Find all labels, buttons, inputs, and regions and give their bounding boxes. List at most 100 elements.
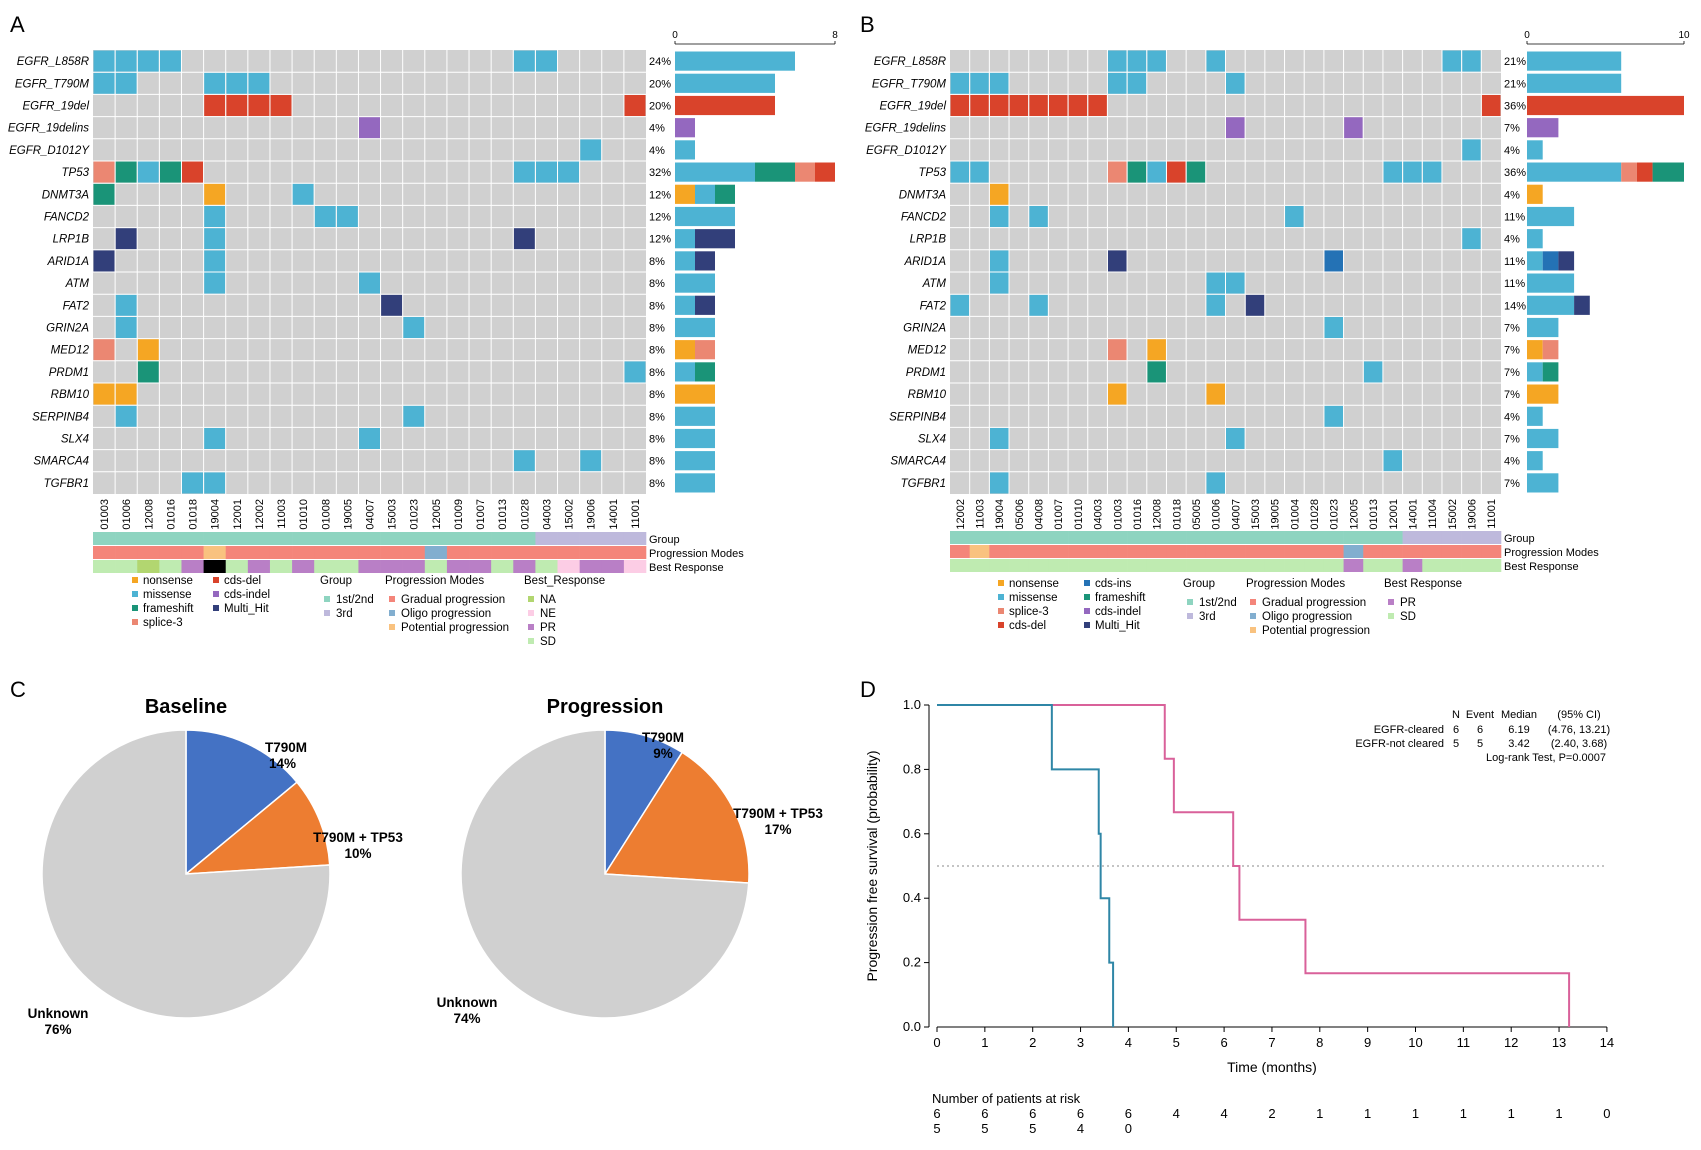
progression-track-cell — [93, 546, 116, 559]
mutation-cell — [226, 94, 248, 117]
risk-count-cleared: 1 — [1412, 1106, 1419, 1121]
gene-label: LRP1B — [53, 234, 90, 246]
mutation-cell — [248, 94, 270, 117]
response-track-cell — [1028, 559, 1049, 572]
progression-track-cell — [601, 546, 625, 559]
mutation-cell — [1029, 94, 1048, 117]
group-track-cell — [1481, 531, 1502, 544]
group-track-cell — [314, 532, 337, 545]
pie-slice-label: T790M + TP53 — [733, 806, 823, 821]
mutation-cell — [1462, 139, 1481, 161]
mutation-cell — [989, 94, 1009, 117]
gene-percent: 8% — [649, 411, 665, 423]
stats-header: N — [1452, 709, 1460, 721]
legend-label: nonsense — [1009, 578, 1059, 590]
x-tick-label: 14 — [1600, 1035, 1614, 1050]
frequency-bar-segment — [1527, 118, 1559, 138]
gene-label: SLX4 — [61, 434, 89, 446]
gene-percent: 12% — [649, 234, 671, 246]
response-track-cell — [1205, 559, 1226, 572]
sample-id: 19006 — [586, 499, 598, 530]
legend-swatch — [998, 622, 1004, 628]
sample-id: 01028 — [519, 499, 531, 530]
sample-id: 11003 — [975, 499, 987, 529]
legend-swatch — [1084, 580, 1090, 586]
sample-id: 01010 — [298, 499, 310, 530]
progression-track-cell — [1461, 545, 1482, 558]
risk-count-cleared: 4 — [1220, 1106, 1227, 1121]
risk-count-notcleared: 4 — [1077, 1121, 1084, 1136]
risk-count-cleared: 1 — [1460, 1106, 1467, 1121]
x-tick-label: 10 — [1408, 1035, 1422, 1050]
legend-swatch — [389, 596, 395, 602]
gene-percent: 36% — [1504, 101, 1526, 113]
group-track-cell — [1166, 531, 1187, 544]
frequency-bar-segment — [1527, 428, 1559, 449]
frequency-bar-segment — [1527, 317, 1559, 338]
legend-swatch — [1250, 599, 1256, 605]
response-track-cell — [1363, 559, 1384, 572]
response-track-cell — [950, 559, 970, 572]
frequency-bar-segment — [1542, 340, 1559, 360]
legend-swatch — [213, 605, 219, 611]
mutation-cell — [1383, 161, 1403, 183]
sample-id: 01003 — [1112, 499, 1124, 530]
gene-percent: 7% — [1504, 323, 1520, 335]
gene-percent: 8% — [649, 456, 665, 468]
sample-id: 01008 — [320, 499, 332, 530]
legend-swatch — [528, 638, 534, 644]
legend-label: nonsense — [143, 575, 193, 587]
gene-percent: 8% — [649, 256, 665, 268]
frequency-bar-segment — [675, 340, 695, 360]
legend-label: cds-indel — [1095, 606, 1141, 618]
gene-percent: 8% — [649, 323, 665, 335]
response-track-cell — [1264, 559, 1285, 572]
x-tick-label: 13 — [1552, 1035, 1566, 1050]
sample-id: 01018 — [188, 499, 200, 530]
frequency-bar-segment — [1527, 406, 1543, 426]
progression-track-cell — [579, 546, 603, 559]
frequency-bar-segment — [1636, 162, 1653, 182]
panel-label: A — [10, 12, 25, 37]
x-tick-label: 9 — [1364, 1035, 1371, 1050]
gene-percent: 32% — [649, 167, 671, 179]
mutation-cell — [535, 161, 558, 183]
mutation-cell — [1344, 117, 1363, 139]
x-tick-label: 2 — [1029, 1035, 1036, 1050]
risk-count-notcleared: 0 — [1125, 1121, 1132, 1136]
legend-title: Best_Response — [524, 575, 605, 587]
progression-track-cell — [950, 545, 970, 558]
frequency-bar-segment — [675, 118, 695, 138]
sample-id: 19004 — [994, 499, 1006, 530]
progression-track-cell — [1441, 545, 1462, 558]
group-track-cell — [446, 532, 470, 545]
sample-id: 05006 — [1014, 499, 1026, 530]
stats-header: Median — [1501, 709, 1537, 721]
mutation-cell — [403, 405, 425, 427]
mutation-cell — [1107, 50, 1127, 72]
frequency-bar-segment — [675, 73, 775, 93]
mutation-cell — [1166, 161, 1186, 183]
sample-id: 19005 — [1270, 499, 1282, 530]
response-track-cell — [579, 560, 603, 573]
gene-label: TGFBR1 — [901, 478, 946, 490]
x-tick-label: 5 — [1173, 1035, 1180, 1050]
pie-slice-percent: 10% — [344, 846, 371, 861]
group-track-cell — [1323, 531, 1344, 544]
mutation-cell — [1107, 383, 1127, 405]
mutation-cell — [358, 117, 381, 139]
legend-label: Potential progression — [1262, 625, 1370, 637]
progression-track-cell — [1186, 545, 1207, 558]
bar-axis-tick-label: 0 — [672, 30, 678, 41]
sample-id: 01018 — [1171, 499, 1183, 530]
track-label: Best Response — [649, 562, 724, 574]
sample-id: 04007 — [365, 499, 377, 530]
legend-swatch — [1388, 613, 1394, 619]
legend-swatch — [998, 608, 1004, 614]
mutation-cell — [1029, 205, 1048, 228]
legend-label: 3rd — [336, 608, 353, 620]
response-track-cell — [989, 559, 1010, 572]
mutation-cell — [513, 161, 535, 183]
mutation-cell — [989, 72, 1009, 94]
gene-label: SERPINB4 — [889, 411, 946, 423]
